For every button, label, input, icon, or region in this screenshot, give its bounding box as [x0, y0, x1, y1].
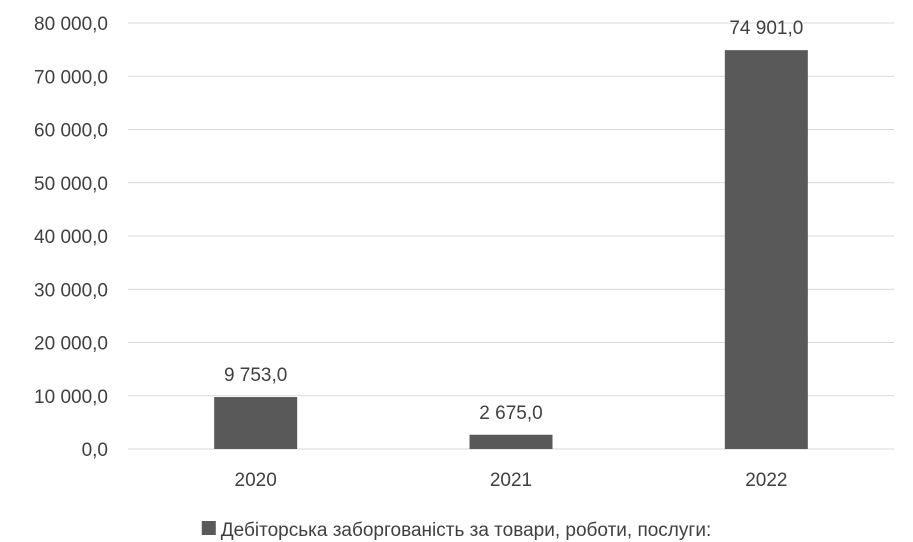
data-labels: 9 753,0 2 675,0 74 901,0: [224, 18, 803, 424]
y-tick-label: 80 000,0: [34, 14, 108, 35]
bar: [724, 50, 808, 450]
y-axis-ticks: 0,0 10 000,0 20 000,0 30 000,0 40 000,0 50 00…: [34, 14, 108, 461]
y-tick-label: 20 000,0: [34, 334, 108, 355]
legend-label: Дебіторська заборгованість за товари, ро…: [221, 520, 711, 541]
y-tick-label: 70 000,0: [34, 67, 108, 88]
y-tick-label: 50 000,0: [34, 174, 108, 195]
data-label: 9 753,0: [224, 365, 287, 386]
legend: Дебіторська заборгованість за товари, ро…: [201, 520, 711, 541]
y-tick-label: 0,0: [82, 440, 108, 461]
x-axis-ticks: 2020 2021 2022: [235, 470, 788, 491]
y-tick-label: 60 000,0: [34, 121, 108, 142]
y-tick-label: 10 000,0: [34, 387, 108, 408]
data-label: 2 675,0: [479, 403, 542, 424]
bars: [214, 50, 808, 450]
data-label: 74 901,0: [729, 18, 803, 39]
gridlines: [128, 22, 894, 450]
x-tick-label: 2021: [490, 470, 532, 491]
x-tick-label: 2022: [745, 470, 787, 491]
bar: [469, 434, 553, 449]
bar: [214, 397, 298, 449]
y-tick-label: 30 000,0: [34, 280, 108, 301]
legend-swatch: [201, 521, 216, 535]
y-tick-label: 40 000,0: [34, 227, 108, 248]
x-tick-label: 2020: [235, 470, 277, 491]
